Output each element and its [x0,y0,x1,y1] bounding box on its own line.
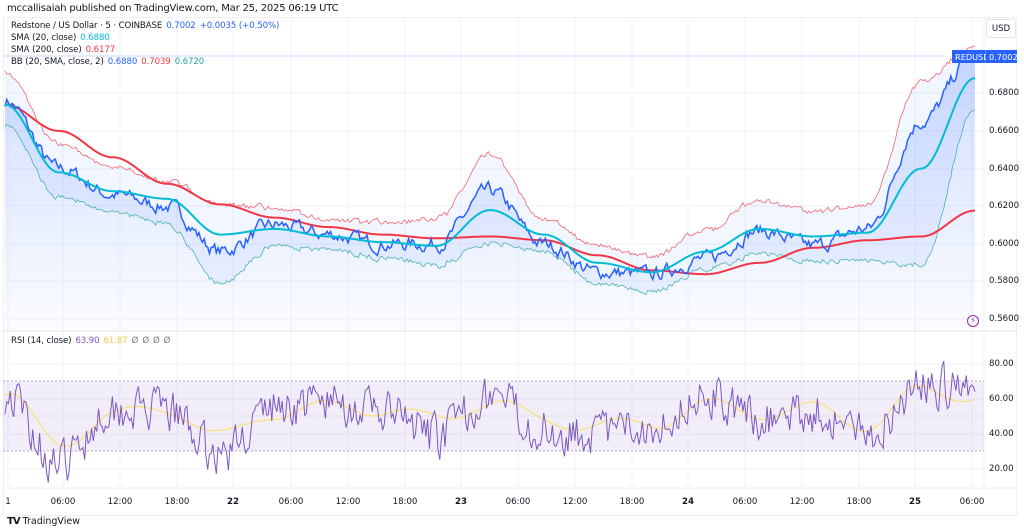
legend-rsi-label: RSI (14, close) [11,336,72,346]
rsi-line [4,360,976,483]
price-tick: 0.6800 [989,88,1020,98]
legend-bb-lower: 0.6720 [174,57,205,67]
rsi-tick: 20.00 [989,464,1014,474]
legend-rsi-value: 63.90 [75,336,100,346]
legend-empty-3: Ø [153,336,160,346]
time-tick: 06:00 [959,497,985,507]
time-tick: 18:00 [164,497,190,507]
legend-symbol: Redstone / US Dollar · 5 · COINBASE [11,21,163,31]
price-tick: 0.6600 [989,126,1020,136]
sma200-line [4,103,976,276]
chart-frame [3,17,1017,516]
time-tick: 18:00 [392,497,418,507]
price-tick: 0.5800 [989,276,1020,286]
time-tick: 12:00 [562,497,588,507]
legend-change: +0.0035 (+0.50%) [199,21,280,31]
legend-sma200-row[interactable]: SMA (200, close) 0.6177 [11,45,119,55]
price-line [4,50,976,282]
bollinger-upper-line [4,45,976,259]
legend-sma200-value: 0.6177 [85,45,116,55]
tradingview-logo-icon: TV [7,516,21,527]
legend-bb-basis: 0.6880 [107,57,138,67]
legend-last-price: 0.7002 [166,21,196,31]
time-tick: 25 [909,497,921,507]
price-tag-value: 0.7002 [986,50,1018,63]
time-tick: 1 [5,497,11,507]
legend-symbol-row[interactable]: Redstone / US Dollar · 5 · COINBASE 0.700… [11,21,283,31]
time-tick: 06:00 [732,497,758,507]
legend-sma200-label: SMA (200, close) [11,45,82,55]
time-tick: 23 [455,497,467,507]
legend-sma20-label: SMA (20, close) [11,33,77,43]
rsi-tick: 60.00 [989,394,1014,404]
legend-empty-2: Ø [142,336,149,346]
legend-empty-4: Ø [163,336,171,346]
bollinger-lower-line [4,109,976,295]
legend-bb-upper: 0.7039 [141,57,171,67]
time-tick: 06:00 [50,497,76,507]
price-tick: 0.6200 [989,201,1020,211]
currency-button[interactable]: USD [986,19,1016,38]
lightning-icon[interactable]: ⚡ [967,315,979,327]
time-tick: 12:00 [107,497,133,507]
legend-bb-label: BB (20, SMA, close, 2) [11,57,104,67]
price-area-fill [5,51,975,330]
rsi-tick: 40.00 [989,429,1014,439]
rsi-tick: 80.00 [989,359,1014,369]
time-tick: 06:00 [505,497,531,507]
price-tick: 0.5600 [989,314,1020,324]
legend-empty-1: Ø [131,336,139,346]
time-tick: 18:00 [619,497,645,507]
tradingview-logo-text: TradingView [22,516,80,527]
legend-sma20-row[interactable]: SMA (20, close) 0.6880 [11,33,114,43]
sma20-line [4,77,976,274]
legend-rsi-ma-value: 61.87 [103,336,128,346]
price-tick: 0.6400 [989,164,1020,174]
legend-rsi-row[interactable]: RSI (14, close) 63.90 61.87 Ø Ø Ø Ø [11,336,174,346]
time-tick: 22 [227,497,239,507]
rsi-ma-line [4,384,976,447]
time-tick: 24 [682,497,694,507]
legend-bb-row[interactable]: BB (20, SMA, close, 2) 0.6880 0.7039 0.6720 [11,57,208,67]
legend-sma20-value: 0.6880 [80,33,110,43]
price-tick: 0.6000 [989,239,1020,249]
time-tick: 12:00 [335,497,361,507]
time-tick: 06:00 [278,497,304,507]
time-tick: 12:00 [789,497,815,507]
price-tag-symbol: REDUSD [952,50,990,63]
time-tick: 18:00 [846,497,872,507]
tradingview-logo[interactable]: TV TradingView [7,516,80,527]
publisher-caption: mccallisaiah published on TradingView.co… [7,3,339,14]
